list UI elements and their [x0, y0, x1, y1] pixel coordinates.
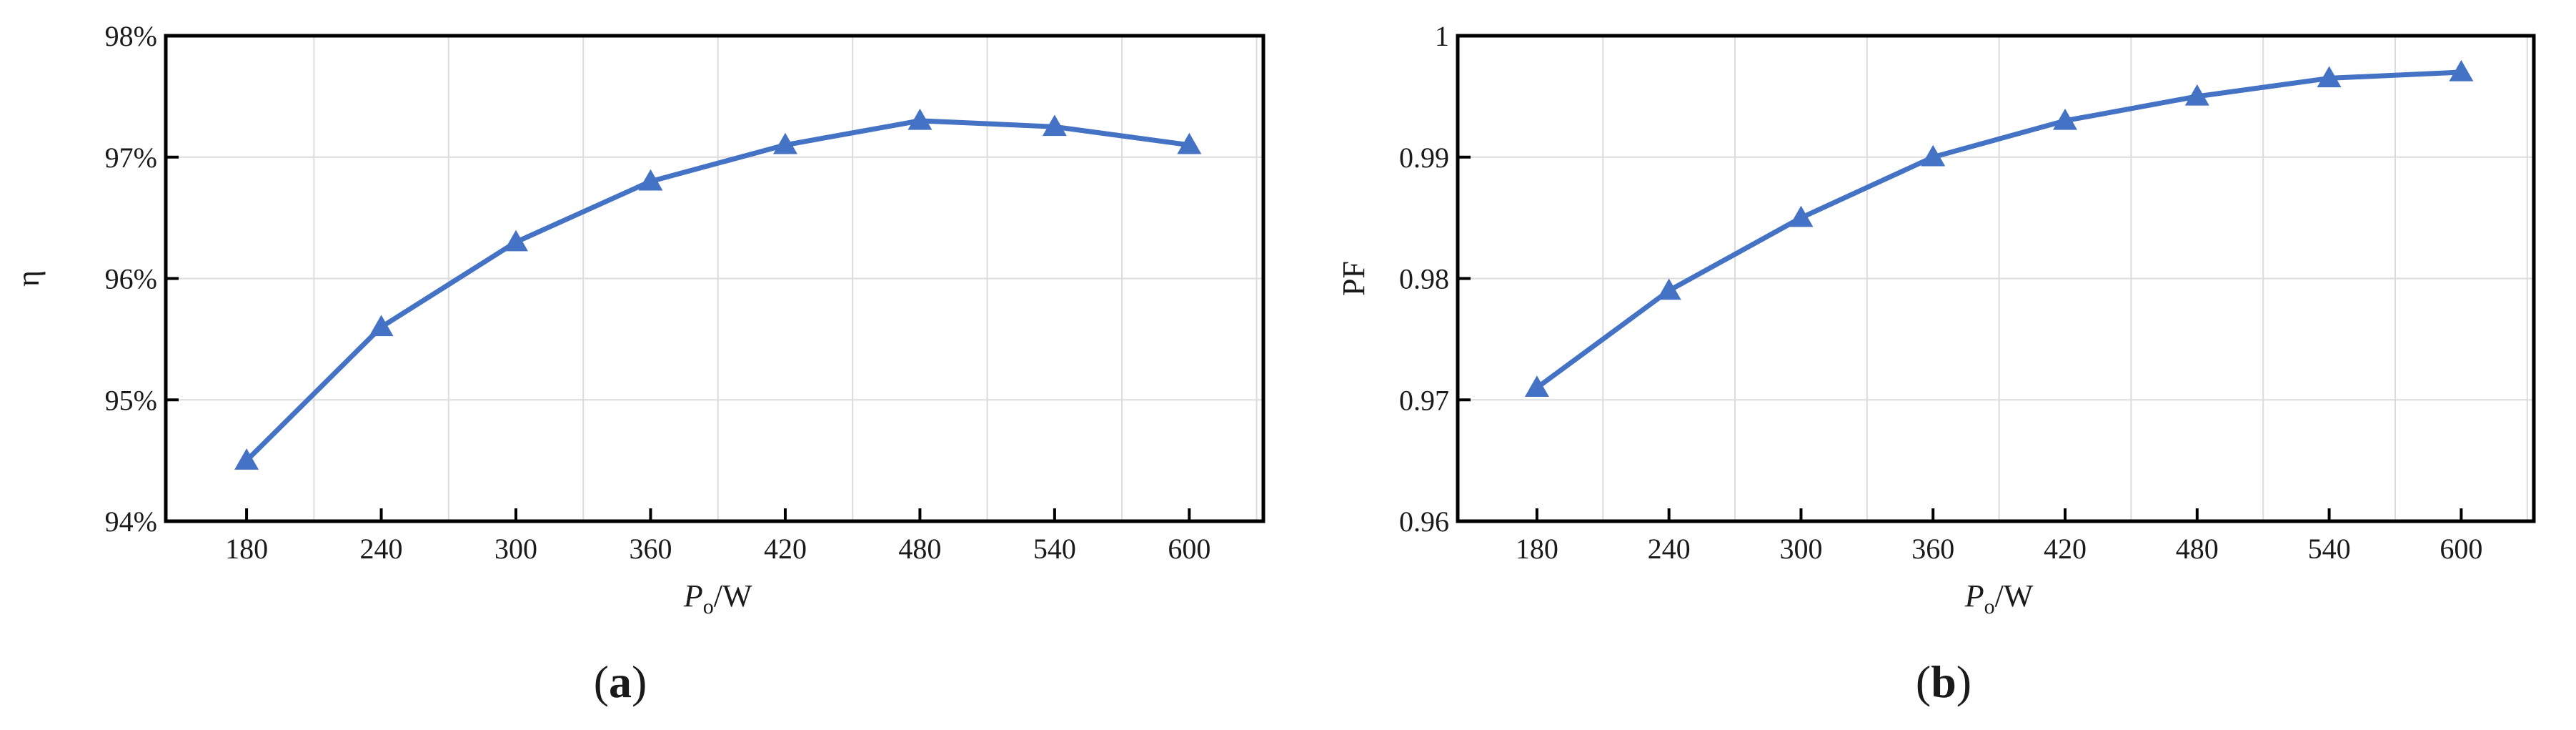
x-axis-label-subscript: o — [703, 595, 714, 618]
data-point-marker — [2449, 59, 2474, 82]
x-tick-label: 360 — [629, 533, 672, 565]
x-tick-label: 540 — [1033, 533, 1076, 565]
x-axis-label: Po/W — [683, 578, 752, 618]
panel-label-part: ) — [632, 656, 647, 707]
data-point-marker — [2053, 108, 2078, 130]
y-axis-label: η — [11, 270, 46, 287]
y-tick-label: 96% — [105, 263, 157, 295]
data-point-marker — [369, 315, 394, 337]
series-line — [244, 118, 1192, 463]
data-point-marker — [234, 448, 259, 470]
y-axis-label: PF — [1336, 261, 1371, 296]
x-tick-label: 420 — [764, 533, 807, 565]
x-tick-label: 240 — [1648, 533, 1691, 565]
x-axis-label-symbol: P — [683, 578, 703, 613]
series-line — [1534, 69, 2464, 390]
panel-label-part: a — [609, 656, 632, 707]
x-tick-label: 600 — [2440, 533, 2482, 565]
panel-label-part: ( — [1916, 656, 1931, 707]
panel-label: (a) — [594, 656, 647, 707]
x-tick-label: 600 — [1168, 533, 1210, 565]
y-tick-label: 1 — [1435, 20, 1449, 52]
data-point-marker — [2317, 66, 2342, 88]
data-point-marker — [907, 108, 933, 130]
chart-panel-1: 94% 95% 96% 97% 98% 180 240 300 360 420 480 540 600 η… — [11, 20, 1265, 707]
panel-label-part: ( — [594, 656, 609, 707]
y-tick-label: 0.97 — [1399, 384, 1449, 416]
data-point-marker — [1177, 132, 1202, 154]
x-tick-label: 180 — [1516, 533, 1558, 565]
y-tick-label: 95% — [105, 384, 157, 416]
y-tick-label: 94% — [105, 505, 157, 538]
data-point-marker — [638, 169, 663, 191]
x-axis-label-unit: /W — [1995, 578, 2034, 613]
data-point-marker — [1789, 205, 1814, 227]
panel-label: (b) — [1916, 656, 1971, 707]
y-tick-label: 98% — [105, 20, 157, 52]
panel-label-part: b — [1931, 656, 1956, 707]
x-tick-label: 540 — [2308, 533, 2351, 565]
data-point-marker — [772, 132, 797, 154]
x-axis-label-subscript: o — [1984, 595, 1995, 618]
data-point-marker — [1524, 375, 1549, 398]
x-tick-label: 480 — [2176, 533, 2219, 565]
data-point-marker — [2184, 84, 2209, 106]
x-tick-label: 240 — [360, 533, 403, 565]
y-tick-label: 97% — [105, 142, 157, 174]
data-point-marker — [504, 230, 529, 252]
x-tick-label: 180 — [225, 533, 268, 565]
data-point-marker — [1656, 278, 1681, 300]
chart-panel-2: 0.96 0.97 0.98 0.99 1 180 240 300 360 420 480 540 60… — [1336, 20, 2536, 707]
x-tick-label: 360 — [1911, 533, 1954, 565]
x-tick-label: 420 — [2044, 533, 2087, 565]
data-point-marker — [1042, 114, 1067, 137]
x-axis-label-symbol: P — [1964, 578, 1984, 613]
panel-label-part: ) — [1956, 656, 1971, 707]
y-tick-label: 0.98 — [1399, 263, 1449, 295]
y-tick-label: 0.96 — [1399, 505, 1449, 538]
x-tick-label: 480 — [898, 533, 941, 565]
x-tick-label: 300 — [1779, 533, 1822, 565]
x-axis-label: Po/W — [1964, 578, 2034, 618]
data-point-marker — [1921, 144, 1946, 167]
x-axis-label-unit: /W — [714, 578, 752, 613]
y-tick-label: 0.99 — [1399, 142, 1449, 174]
x-tick-label: 300 — [494, 533, 537, 565]
